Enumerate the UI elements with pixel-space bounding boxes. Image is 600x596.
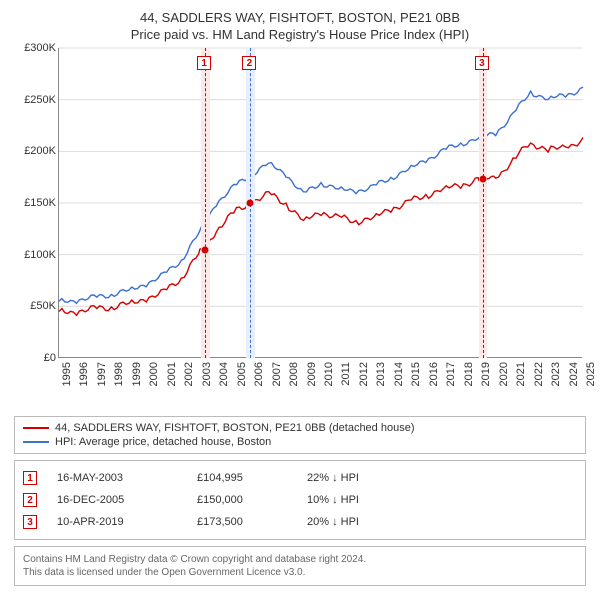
event-dash-line bbox=[205, 48, 206, 358]
x-tick-label: 1998 bbox=[113, 362, 125, 386]
x-tick-label: 2014 bbox=[393, 362, 405, 386]
legend-item: 44, SADDLERS WAY, FISHTOFT, BOSTON, PE21… bbox=[23, 421, 577, 435]
legend-swatch bbox=[23, 441, 49, 443]
sale-dot bbox=[247, 200, 254, 207]
plot-area: 1 2 3 bbox=[58, 48, 582, 358]
y-tick-label: £0 bbox=[44, 352, 56, 364]
x-tick-label: 2005 bbox=[236, 362, 248, 386]
x-tick-label: 2016 bbox=[428, 362, 440, 386]
x-tick-label: 1995 bbox=[61, 362, 73, 386]
x-tick-label: 2006 bbox=[253, 362, 265, 386]
marker-date: 10-APR-2019 bbox=[57, 516, 177, 528]
chart-subtitle: Price paid vs. HM Land Registry's House … bbox=[14, 27, 586, 42]
x-tick-label: 2015 bbox=[410, 362, 422, 386]
x-tick-label: 1999 bbox=[131, 362, 143, 386]
x-tick-label: 2000 bbox=[148, 362, 160, 386]
legend-label: HPI: Average price, detached house, Bost… bbox=[55, 436, 271, 448]
attribution-footer: Contains HM Land Registry data © Crown c… bbox=[14, 546, 586, 586]
x-tick-label: 2019 bbox=[480, 362, 492, 386]
x-tick-label: 2003 bbox=[201, 362, 213, 386]
y-tick-label: £250K bbox=[24, 94, 56, 106]
x-tick-label: 2010 bbox=[323, 362, 335, 386]
x-tick-label: 2017 bbox=[445, 362, 457, 386]
y-tick-label: £200K bbox=[24, 145, 56, 157]
chart-title: 44, SADDLERS WAY, FISHTOFT, BOSTON, PE21… bbox=[14, 10, 586, 25]
event-dash-line bbox=[483, 48, 484, 358]
marker-number: 2 bbox=[23, 493, 37, 507]
x-axis: 1995 1996 1997 1998 1999 2000 2001 2002 2003 2004… bbox=[58, 360, 582, 408]
x-tick-label: 2011 bbox=[340, 362, 352, 386]
x-tick-label: 2024 bbox=[568, 362, 580, 386]
marker-delta: 10% ↓ HPI bbox=[307, 494, 397, 506]
footer-line-2: This data is licensed under the Open Gov… bbox=[23, 566, 577, 579]
markers-table: 1 16-MAY-2003 £104,995 22% ↓ HPI 2 16-DEC-200… bbox=[14, 460, 586, 540]
x-tick-label: 2001 bbox=[166, 362, 178, 386]
title-block: 44, SADDLERS WAY, FISHTOFT, BOSTON, PE21… bbox=[14, 10, 586, 42]
marker-number: 1 bbox=[23, 471, 37, 485]
marker-price: £173,500 bbox=[197, 516, 287, 528]
x-tick-label: 2021 bbox=[515, 362, 527, 386]
x-tick-label: 2020 bbox=[498, 362, 510, 386]
legend-label: 44, SADDLERS WAY, FISHTOFT, BOSTON, PE21… bbox=[55, 422, 414, 434]
marker-table-row: 2 16-DEC-2005 £150,000 10% ↓ HPI bbox=[23, 489, 577, 511]
y-tick-label: £50K bbox=[30, 300, 56, 312]
x-tick-label: 2025 bbox=[585, 362, 597, 386]
legend-item: HPI: Average price, detached house, Bost… bbox=[23, 435, 577, 449]
marker-price: £104,995 bbox=[197, 472, 287, 484]
series-line bbox=[59, 87, 583, 303]
x-tick-label: 2007 bbox=[271, 362, 283, 386]
marker-date: 16-MAY-2003 bbox=[57, 472, 177, 484]
chart-svg bbox=[59, 48, 583, 358]
x-tick-label: 2012 bbox=[358, 362, 370, 386]
sale-dot bbox=[202, 246, 209, 253]
x-tick-label: 1997 bbox=[96, 362, 108, 386]
marker-price: £150,000 bbox=[197, 494, 287, 506]
legend: 44, SADDLERS WAY, FISHTOFT, BOSTON, PE21… bbox=[14, 416, 586, 454]
event-marker-box: 3 bbox=[475, 56, 489, 70]
event-marker-box: 1 bbox=[197, 56, 211, 70]
footer-line-1: Contains HM Land Registry data © Crown c… bbox=[23, 553, 577, 566]
x-tick-label: 2023 bbox=[550, 362, 562, 386]
marker-date: 16-DEC-2005 bbox=[57, 494, 177, 506]
marker-table-row: 3 10-APR-2019 £173,500 20% ↓ HPI bbox=[23, 511, 577, 533]
y-tick-label: £100K bbox=[24, 249, 56, 261]
x-tick-label: 1996 bbox=[78, 362, 90, 386]
x-tick-label: 2002 bbox=[183, 362, 195, 386]
sale-dot bbox=[479, 175, 486, 182]
event-marker-box: 2 bbox=[242, 56, 256, 70]
y-tick-label: £300K bbox=[24, 42, 56, 54]
marker-delta: 20% ↓ HPI bbox=[307, 516, 397, 528]
x-tick-label: 2008 bbox=[288, 362, 300, 386]
marker-number: 3 bbox=[23, 515, 37, 529]
marker-table-row: 1 16-MAY-2003 £104,995 22% ↓ HPI bbox=[23, 467, 577, 489]
legend-swatch bbox=[23, 427, 49, 429]
x-tick-label: 2013 bbox=[375, 362, 387, 386]
x-tick-label: 2018 bbox=[463, 362, 475, 386]
y-axis: £0£50K£100K£150K£200K£250K£300K bbox=[14, 48, 58, 358]
marker-delta: 22% ↓ HPI bbox=[307, 472, 397, 484]
x-tick-label: 2022 bbox=[533, 362, 545, 386]
chart-area: £0£50K£100K£150K£200K£250K£300K 123 1995… bbox=[14, 48, 586, 408]
x-tick-label: 2004 bbox=[218, 362, 230, 386]
y-tick-label: £150K bbox=[24, 197, 56, 209]
x-tick-label: 2009 bbox=[306, 362, 318, 386]
